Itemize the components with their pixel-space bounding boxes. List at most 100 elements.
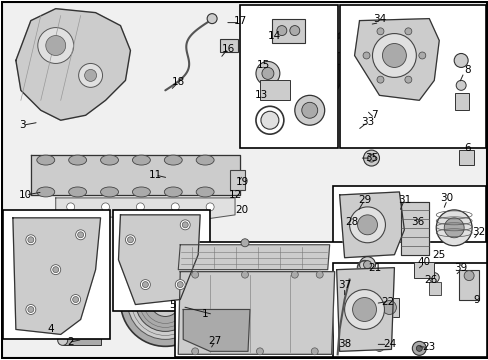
Polygon shape [178, 245, 329, 270]
Bar [175, 242, 486, 357]
Circle shape [357, 215, 377, 235]
Text: 13: 13 [255, 90, 268, 100]
Circle shape [125, 235, 135, 245]
Text: 8: 8 [463, 66, 469, 76]
Bar [62, 336, 101, 345]
Circle shape [367, 15, 381, 30]
Polygon shape [13, 218, 101, 334]
Circle shape [28, 306, 34, 312]
Text: 26: 26 [424, 275, 437, 285]
Circle shape [362, 52, 369, 59]
Circle shape [175, 280, 185, 289]
Circle shape [363, 150, 379, 166]
Circle shape [76, 230, 85, 240]
Text: 39: 39 [454, 263, 467, 273]
Bar [458, 270, 478, 300]
Polygon shape [183, 310, 249, 351]
Text: 10: 10 [19, 190, 32, 200]
Circle shape [135, 272, 195, 332]
Polygon shape [178, 272, 334, 354]
Circle shape [428, 273, 438, 283]
Circle shape [102, 203, 109, 211]
Circle shape [415, 345, 422, 351]
Ellipse shape [164, 187, 182, 197]
Circle shape [191, 348, 198, 355]
Polygon shape [339, 192, 404, 258]
Text: 4: 4 [47, 324, 54, 334]
Circle shape [207, 14, 217, 24]
Text: 16: 16 [221, 44, 234, 54]
Polygon shape [336, 268, 394, 351]
Text: 40: 40 [417, 257, 430, 267]
Bar [220, 39, 238, 53]
Circle shape [142, 282, 148, 288]
Circle shape [289, 26, 299, 36]
Text: 20: 20 [235, 205, 248, 215]
Circle shape [418, 52, 425, 59]
Circle shape [255, 62, 279, 85]
Circle shape [84, 69, 96, 81]
Bar [112, 210, 210, 311]
Circle shape [78, 232, 83, 238]
Circle shape [363, 261, 371, 269]
Circle shape [157, 293, 173, 310]
Text: 25: 25 [432, 250, 445, 260]
Bar [3, 210, 109, 339]
Ellipse shape [164, 155, 182, 165]
Circle shape [291, 271, 298, 278]
Circle shape [58, 336, 67, 345]
Circle shape [255, 106, 283, 134]
Ellipse shape [68, 155, 86, 165]
Circle shape [241, 271, 248, 278]
Bar [428, 282, 440, 294]
Bar [240, 5, 337, 148]
Polygon shape [401, 202, 428, 255]
Circle shape [46, 36, 65, 55]
Text: 18: 18 [171, 77, 184, 87]
Circle shape [376, 76, 383, 83]
Circle shape [367, 154, 375, 162]
Circle shape [26, 235, 36, 245]
Text: 30: 30 [440, 193, 453, 203]
Ellipse shape [196, 155, 214, 165]
Circle shape [382, 301, 396, 315]
Text: 31: 31 [397, 195, 410, 205]
Ellipse shape [101, 187, 118, 197]
Bar [332, 186, 485, 262]
Circle shape [453, 54, 467, 67]
Text: 2: 2 [67, 337, 74, 347]
Text: 27: 27 [208, 336, 221, 346]
Circle shape [404, 28, 411, 35]
Bar [413, 262, 433, 278]
Circle shape [316, 271, 323, 278]
Circle shape [53, 267, 59, 273]
Circle shape [191, 271, 198, 278]
Circle shape [66, 203, 75, 211]
Ellipse shape [37, 155, 55, 165]
Circle shape [71, 294, 81, 305]
Text: 33: 33 [360, 117, 373, 127]
Circle shape [349, 207, 385, 243]
Circle shape [374, 341, 384, 351]
Bar [458, 150, 473, 165]
Circle shape [435, 210, 471, 246]
Circle shape [471, 226, 479, 234]
Text: 14: 14 [268, 31, 281, 41]
Text: 17: 17 [233, 15, 246, 26]
Ellipse shape [467, 292, 485, 317]
Circle shape [333, 53, 345, 64]
Circle shape [443, 218, 463, 238]
Text: 7: 7 [370, 110, 377, 120]
Circle shape [177, 282, 183, 288]
Circle shape [206, 203, 214, 211]
Circle shape [344, 289, 384, 329]
Circle shape [276, 26, 286, 36]
Circle shape [150, 287, 180, 316]
Bar [379, 298, 399, 318]
Circle shape [28, 237, 34, 243]
Circle shape [261, 111, 278, 129]
Circle shape [359, 257, 375, 273]
Text: 34: 34 [372, 14, 386, 24]
Polygon shape [118, 215, 200, 305]
Polygon shape [354, 19, 438, 100]
